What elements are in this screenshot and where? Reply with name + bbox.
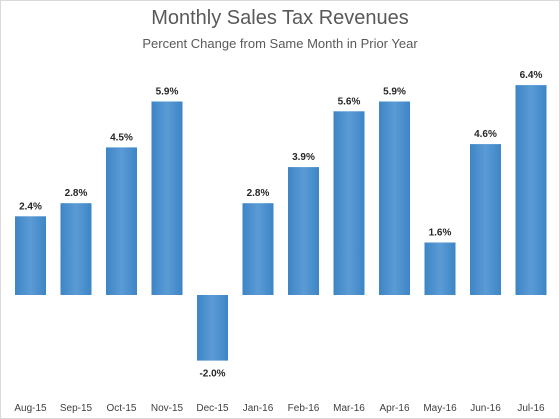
bar-jan-16: [242, 203, 274, 295]
data-label-feb-16: 3.9%: [292, 152, 315, 163]
x-tick-label-mar-16: Mar-16: [333, 403, 365, 414]
x-tick-label-sep-15: Sep-15: [60, 403, 93, 414]
x-tick-label-feb-16: Feb-16: [288, 403, 320, 414]
data-label-dec-15: -2.0%: [199, 369, 225, 380]
data-label-nov-15: 5.9%: [156, 87, 179, 98]
data-label-sep-15: 2.8%: [65, 188, 88, 199]
bar-jun-16: [470, 144, 501, 295]
x-tick-label-apr-16: Apr-16: [379, 403, 409, 414]
x-tick-label-jun-16: Jun-16: [470, 403, 501, 414]
bar-sep-15: [60, 203, 92, 295]
chart-title: Monthly Sales Tax Revenues: [151, 7, 409, 29]
data-label-mar-16: 5.6%: [338, 96, 361, 107]
data-label-jul-16: 6.4%: [520, 70, 543, 81]
bar-nov-15: [151, 101, 183, 295]
chart-subtitle: Percent Change from Same Month in Prior …: [142, 36, 418, 51]
x-tick-label-jan-16: Jan-16: [243, 403, 274, 414]
bar-jul-16: [515, 85, 547, 295]
data-label-oct-15: 4.5%: [110, 132, 133, 143]
x-tick-label-nov-15: Nov-15: [151, 403, 184, 414]
data-label-jan-16: 2.8%: [247, 188, 270, 199]
data-label-may-16: 1.6%: [429, 228, 452, 239]
data-label-apr-16: 5.9%: [383, 87, 406, 98]
bar-oct-15: [106, 147, 137, 295]
x-tick-label-jul-16: Jul-16: [517, 403, 545, 414]
x-tick-label-oct-15: Oct-15: [106, 403, 136, 414]
bar-may-16: [424, 242, 456, 295]
data-label-aug-15: 2.4%: [19, 201, 42, 212]
x-tick-label-may-16: May-16: [423, 403, 457, 414]
bar-feb-16: [288, 167, 319, 295]
data-label-jun-16: 4.6%: [474, 129, 497, 140]
bar-apr-16: [379, 101, 410, 295]
bar-mar-16: [333, 111, 365, 295]
x-tick-label-dec-15: Dec-15: [196, 403, 229, 414]
bar-dec-15: [197, 295, 228, 361]
x-tick-label-aug-15: Aug-15: [14, 403, 47, 414]
bar-aug-15: [15, 216, 46, 295]
